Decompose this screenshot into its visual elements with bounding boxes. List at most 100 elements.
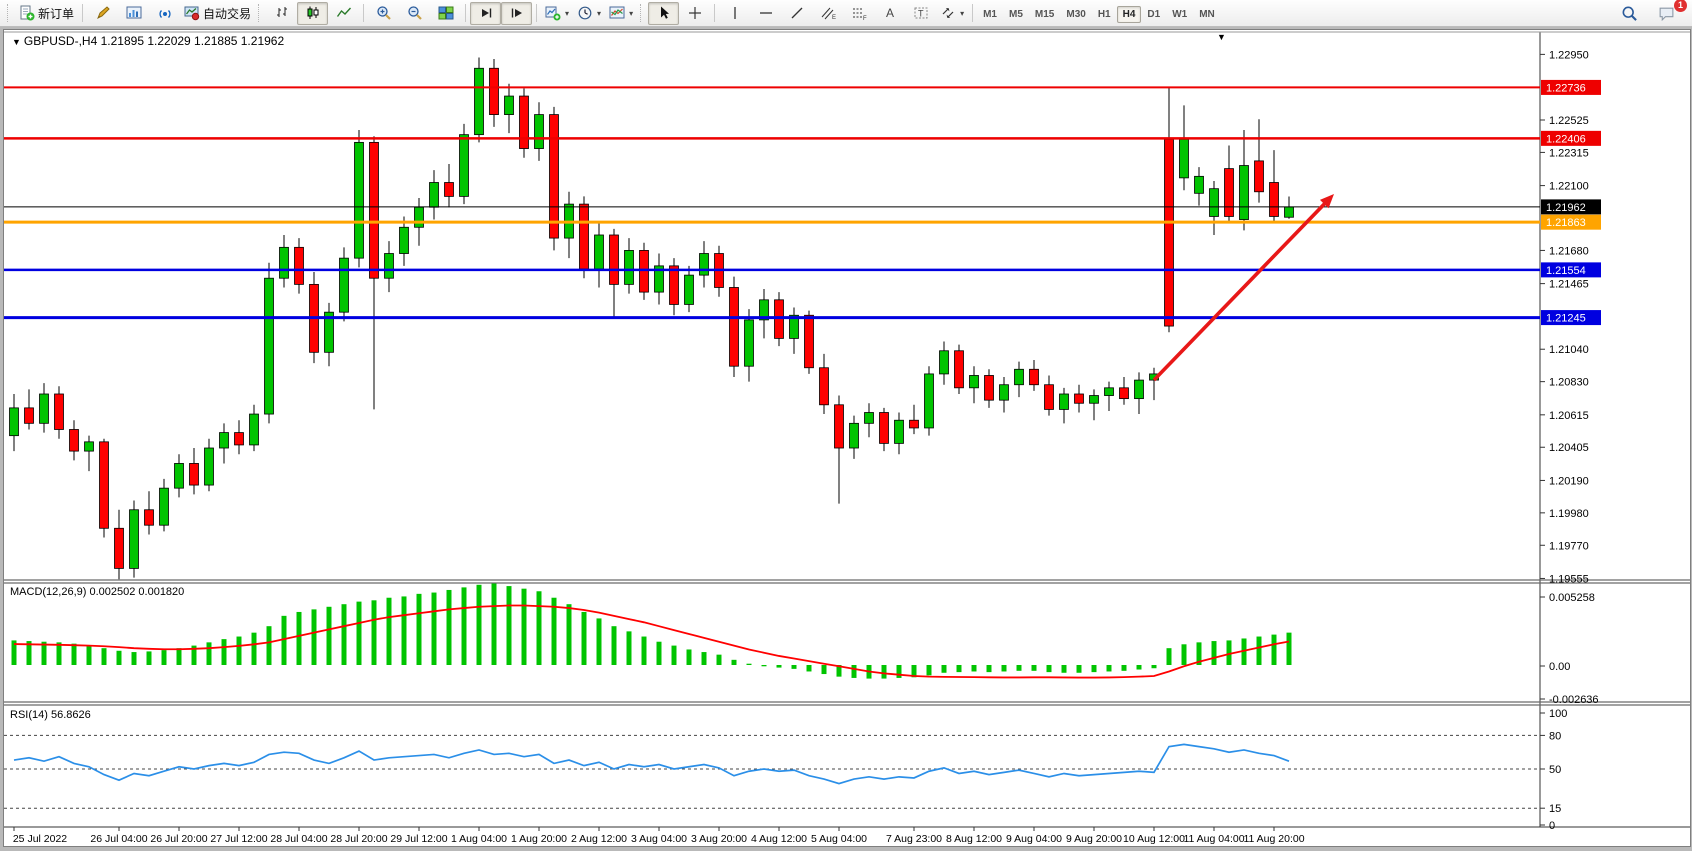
candle-body bbox=[1194, 175, 1204, 194]
candle-body bbox=[534, 114, 544, 149]
macd-histogram-bar bbox=[1151, 665, 1157, 669]
candle-body bbox=[1089, 395, 1099, 404]
zoom-in-button[interactable] bbox=[368, 2, 399, 25]
chart-shift-button[interactable] bbox=[501, 1, 533, 25]
text-label-tool-button[interactable]: T bbox=[905, 2, 936, 25]
macd-histogram-bar bbox=[1076, 665, 1082, 673]
symbol-dropdown-icon[interactable]: ▼ bbox=[12, 37, 21, 47]
macd-histogram-bar bbox=[1121, 665, 1127, 671]
trend-arrow-head[interactable] bbox=[1319, 194, 1334, 209]
macd-histogram-bar bbox=[1046, 665, 1052, 673]
candle-body bbox=[594, 234, 604, 270]
trendline-tool-button[interactable] bbox=[781, 2, 812, 25]
fibonacci-tool-button[interactable]: F bbox=[843, 2, 874, 25]
clock-icon bbox=[578, 6, 592, 20]
crosshair-tool-button[interactable] bbox=[679, 2, 710, 25]
macd-histogram-bar bbox=[926, 665, 932, 676]
candle-body bbox=[279, 246, 289, 279]
macd-histogram-bar bbox=[1061, 665, 1067, 673]
vertical-line-tool-button[interactable] bbox=[719, 2, 750, 25]
macd-histogram-bar bbox=[176, 648, 182, 665]
timeframe-button-M15[interactable]: M15 bbox=[1034, 9, 1055, 20]
candle-body bbox=[699, 253, 709, 276]
template-button[interactable]: ▾ bbox=[605, 2, 637, 25]
rsi-scale-label: 0 bbox=[1549, 820, 1555, 832]
line-chart-icon bbox=[336, 7, 351, 17]
chart-shift-marker-icon[interactable]: ▼ bbox=[1217, 32, 1226, 42]
chart-canvas[interactable]: 1.22736 1.22406 1.21962 1.21863 1.21554 1.212… bbox=[4, 30, 1690, 846]
macd-histogram-bar bbox=[1241, 638, 1247, 665]
dropdown-arrow-icon: ▾ bbox=[597, 8, 602, 18]
period-button[interactable]: ▾ bbox=[573, 2, 605, 25]
toolbar-separator bbox=[536, 4, 538, 22]
candle-body bbox=[1209, 188, 1219, 217]
terminal-button[interactable] bbox=[118, 2, 149, 25]
candle-body bbox=[294, 246, 304, 285]
macd-histogram-bar bbox=[986, 665, 992, 673]
toolbar-separator bbox=[972, 4, 974, 22]
editor-button[interactable] bbox=[87, 2, 118, 25]
price-label-box bbox=[1541, 214, 1601, 230]
cursor-tool-button[interactable] bbox=[648, 1, 680, 25]
candle-body bbox=[1104, 387, 1114, 396]
zoom-out-icon bbox=[407, 6, 422, 20]
candle-body bbox=[69, 429, 79, 452]
candle-body bbox=[189, 463, 199, 486]
signals-button[interactable] bbox=[149, 2, 180, 25]
candle-body bbox=[1044, 384, 1054, 410]
candle-body bbox=[729, 287, 739, 367]
bar-chart-button[interactable] bbox=[266, 2, 297, 25]
chart-shift-icon bbox=[511, 8, 522, 18]
macd-histogram-bar bbox=[566, 604, 572, 665]
macd-histogram-bar bbox=[656, 641, 662, 665]
timeframe-button-H4[interactable]: H4 bbox=[1116, 6, 1142, 23]
candle-body bbox=[864, 412, 874, 424]
macd-histogram-bar bbox=[431, 592, 437, 665]
time-axis-label: 2 Aug 12:00 bbox=[571, 833, 627, 845]
macd-histogram-bar bbox=[341, 604, 347, 665]
svg-text:A: A bbox=[886, 6, 894, 20]
timeframe-button-MN[interactable]: MN bbox=[1199, 9, 1215, 20]
line-chart-button[interactable] bbox=[328, 2, 359, 25]
new-order-button[interactable]: 新订单 bbox=[15, 2, 78, 25]
tile-windows-icon bbox=[438, 6, 454, 20]
zoom-out-button[interactable] bbox=[399, 2, 430, 25]
macd-histogram-bar bbox=[491, 583, 497, 665]
timeframe-button-H1[interactable]: H1 bbox=[1097, 9, 1111, 20]
time-axis-label: 10 Aug 12:00 bbox=[1123, 833, 1185, 845]
candle-body bbox=[1164, 138, 1174, 327]
timeframe-button-W1[interactable]: W1 bbox=[1172, 9, 1188, 20]
candlestick-chart-button[interactable] bbox=[297, 1, 329, 25]
arrows-tool-button[interactable]: ▾ bbox=[936, 2, 968, 25]
price-label-box bbox=[1541, 310, 1601, 326]
search-button[interactable] bbox=[1614, 2, 1645, 25]
auto-scroll-button[interactable] bbox=[470, 1, 502, 25]
candle-body bbox=[324, 311, 334, 353]
timeframe-button-M1[interactable]: M1 bbox=[983, 9, 997, 20]
rsi-scale-label: 15 bbox=[1549, 803, 1561, 815]
new-chart-icon bbox=[545, 6, 561, 21]
toolbar-grip bbox=[258, 4, 263, 22]
macd-histogram-bar bbox=[806, 665, 812, 672]
time-axis-label: 29 Jul 12:00 bbox=[390, 833, 447, 845]
channel-tool-button[interactable]: E bbox=[812, 2, 843, 25]
horizontal-line-tool-button[interactable] bbox=[750, 2, 781, 25]
macd-histogram-bar bbox=[506, 586, 512, 665]
timeframe-button-M30[interactable]: M30 bbox=[1066, 9, 1086, 20]
price-label-box bbox=[1541, 262, 1601, 278]
text-tool-button[interactable]: A bbox=[874, 2, 905, 25]
candle-body bbox=[639, 250, 649, 293]
trend-arrow-shaft bbox=[1152, 199, 1329, 382]
price-tick-label: 1.20830 bbox=[1549, 377, 1589, 389]
notifications-button[interactable]: 1 bbox=[1651, 0, 1687, 25]
chart-window[interactable]: ▼ GBPUSD-,H4 1.21895 1.22029 1.21885 1.21… bbox=[3, 29, 1691, 847]
macd-histogram-bar bbox=[716, 654, 722, 665]
autotrading-button[interactable]: 自动交易 bbox=[180, 2, 255, 25]
tile-windows-button[interactable] bbox=[430, 2, 461, 25]
timeframe-button-D1[interactable]: D1 bbox=[1147, 9, 1161, 20]
macd-histogram-bar bbox=[971, 665, 977, 672]
candle-body bbox=[429, 182, 439, 208]
rsi-line bbox=[13, 743, 1290, 785]
new-chart-button[interactable]: ▾ bbox=[541, 2, 573, 25]
timeframe-button-M5[interactable]: M5 bbox=[1009, 9, 1023, 20]
